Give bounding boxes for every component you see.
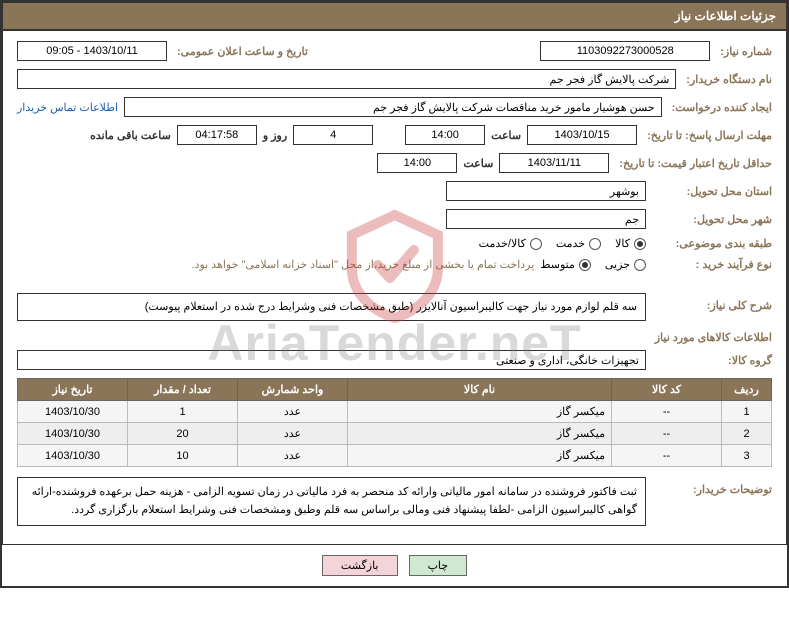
remaining-label: ساعت باقی مانده — [90, 129, 171, 142]
buyer-contact-link[interactable]: اطلاعات تماس خریدار — [17, 101, 118, 114]
province-label: استان محل تحویل: — [652, 185, 772, 198]
buyer-org-value: شرکت پالایش گاز فجر جم — [17, 69, 676, 89]
goods-table: ردیف کد کالا نام کالا واحد شمارش تعداد /… — [17, 378, 772, 467]
radio-kalakhadamat[interactable]: کالا/خدمت — [479, 237, 542, 250]
hour-label-1: ساعت — [491, 129, 521, 142]
th-qty: تعداد / مقدار — [128, 379, 238, 401]
announce-label: تاریخ و ساعت اعلان عمومی: — [173, 45, 308, 58]
radio-dot-icon — [589, 238, 601, 250]
th-code: کد کالا — [612, 379, 722, 401]
purchase-note: پرداخت تمام یا بخشی از مبلغ خرید،از محل … — [192, 258, 535, 271]
table-row: 2--میکسر گازعدد201403/10/30 — [18, 423, 772, 445]
back-button[interactable]: بازگشت — [322, 555, 398, 576]
print-button[interactable]: چاپ — [409, 555, 468, 576]
table-cell: عدد — [238, 423, 348, 445]
days-remaining: 4 — [293, 125, 373, 145]
details-panel: شماره نیاز: 1103092273000528 تاریخ و ساع… — [2, 30, 787, 545]
table-cell: 2 — [722, 423, 772, 445]
purchase-type-label: نوع فرآیند خرید : — [652, 258, 772, 271]
th-name: نام کالا — [348, 379, 612, 401]
table-row: 3--میکسر گازعدد101403/10/30 — [18, 445, 772, 467]
city-value: جم — [446, 209, 646, 229]
table-cell: میکسر گاز — [348, 445, 612, 467]
min-valid-label: حداقل تاریخ اعتبار قیمت: تا تاریخ: — [615, 157, 772, 170]
table-cell: 1 — [722, 401, 772, 423]
buyer-notes-value: ثبت فاکتور فروشنده در سامانه امور مالیات… — [17, 477, 646, 526]
need-no-value: 1103092273000528 — [540, 41, 710, 61]
table-cell: 3 — [722, 445, 772, 467]
table-cell: 1403/10/30 — [18, 423, 128, 445]
table-cell: میکسر گاز — [348, 423, 612, 445]
panel-title: جزئیات اطلاعات نیاز — [675, 9, 776, 23]
need-desc-value: سه قلم لوازم مورد نیاز جهت کالیبراسیون آ… — [17, 293, 646, 321]
th-row: ردیف — [722, 379, 772, 401]
table-cell: میکسر گاز — [348, 401, 612, 423]
radio-dot-icon — [634, 259, 646, 271]
radio-dot-icon — [579, 259, 591, 271]
buyer-org-label: نام دستگاه خریدار: — [682, 73, 772, 86]
min-valid-date: 1403/11/11 — [499, 153, 609, 173]
deadline-send-date: 1403/10/15 — [527, 125, 637, 145]
goods-group-label: گروه کالا: — [652, 354, 772, 367]
time-remaining: 04:17:58 — [177, 125, 257, 145]
deadline-send-hour: 14:00 — [405, 125, 485, 145]
table-cell: -- — [612, 401, 722, 423]
table-cell: 1 — [128, 401, 238, 423]
hour-label-2: ساعت — [463, 157, 493, 170]
table-row: 1--میکسر گازعدد11403/10/30 — [18, 401, 772, 423]
table-cell: 1403/10/30 — [18, 401, 128, 423]
th-date: تاریخ نیاز — [18, 379, 128, 401]
min-valid-hour: 14:00 — [377, 153, 457, 173]
table-cell: -- — [612, 423, 722, 445]
days-word: روز و — [263, 129, 287, 142]
button-row: چاپ بازگشت — [2, 545, 787, 586]
table-cell: -- — [612, 445, 722, 467]
category-label: طبقه بندی موضوعی: — [652, 237, 772, 250]
purchase-type-radio-group: جزیی متوسط — [540, 258, 646, 271]
goods-group-value: تجهیزات خانگی، اداری و صنعتی — [17, 350, 646, 370]
buyer-notes-label: توضیحات خریدار: — [652, 477, 772, 496]
requester-value: حسن هوشیار مامور خرید مناقصات شرکت پالای… — [124, 97, 662, 117]
province-value: بوشهر — [446, 181, 646, 201]
radio-dot-icon — [634, 238, 646, 250]
table-cell: عدد — [238, 401, 348, 423]
table-cell: عدد — [238, 445, 348, 467]
radio-dot-icon — [530, 238, 542, 250]
need-no-label: شماره نیاز: — [716, 45, 772, 58]
radio-motavaset[interactable]: متوسط — [540, 258, 591, 271]
table-cell: 1403/10/30 — [18, 445, 128, 467]
panel-header: جزئیات اطلاعات نیاز — [2, 2, 787, 30]
radio-kala[interactable]: کالا — [615, 237, 646, 250]
goods-info-title: اطلاعات کالاهای مورد نیاز — [17, 331, 772, 344]
deadline-send-label: مهلت ارسال پاسخ: تا تاریخ: — [643, 129, 772, 142]
table-cell: 20 — [128, 423, 238, 445]
announce-value: 1403/10/11 - 09:05 — [17, 41, 167, 61]
radio-khadamat[interactable]: خدمت — [556, 237, 601, 250]
category-radio-group: کالا خدمت کالا/خدمت — [479, 237, 646, 250]
city-label: شهر محل تحویل: — [652, 213, 772, 226]
radio-jozi[interactable]: جزیی — [605, 258, 646, 271]
table-cell: 10 — [128, 445, 238, 467]
requester-label: ایجاد کننده درخواست: — [668, 101, 772, 114]
need-desc-label: شرح کلی نیاز: — [652, 293, 772, 312]
th-unit: واحد شمارش — [238, 379, 348, 401]
